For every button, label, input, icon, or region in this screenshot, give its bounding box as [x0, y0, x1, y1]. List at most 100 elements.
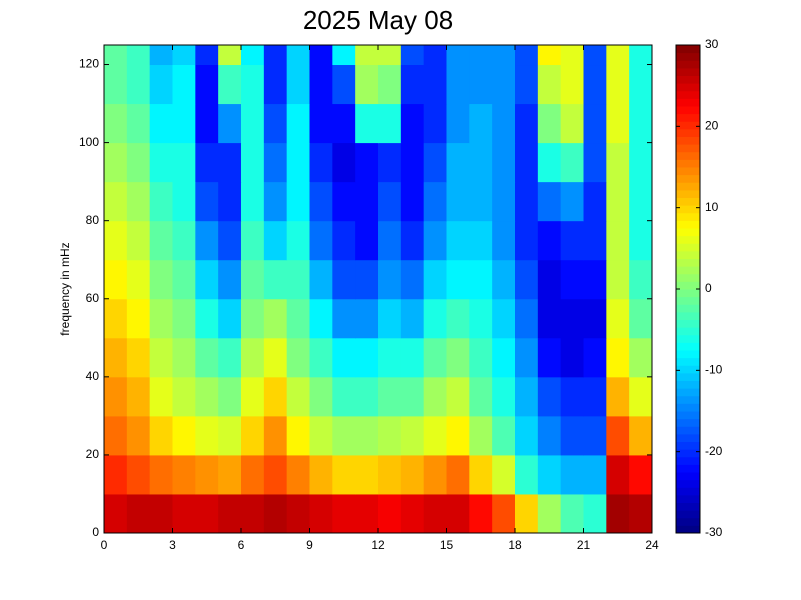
- heatmap-cell: [286, 337, 310, 378]
- heatmap-cell: [309, 259, 333, 300]
- heatmap-cell: [378, 298, 402, 339]
- heatmap-cell: [515, 415, 539, 456]
- heatmap-cell: [309, 220, 333, 261]
- heatmap-cell: [104, 181, 128, 222]
- heatmap-cell: [537, 103, 562, 144]
- colorbar-step: [676, 449, 700, 458]
- heatmap-cell: [149, 493, 173, 534]
- heatmap-cell: [378, 181, 402, 222]
- heatmap-cell: [560, 298, 584, 339]
- heatmap-cell: [492, 259, 516, 300]
- heatmap-cell: [309, 45, 333, 66]
- heatmap-cell: [263, 337, 288, 378]
- colorbar-step: [676, 151, 700, 160]
- heatmap-cell: [286, 493, 310, 534]
- heatmap-cell: [126, 415, 151, 456]
- heatmap-cell: [104, 45, 128, 66]
- colorbar-step: [676, 289, 700, 298]
- y-tick-label: 60: [86, 291, 100, 305]
- colorbar-step: [676, 144, 700, 153]
- y-tick-label: 120: [79, 57, 99, 71]
- heatmap-cell: [218, 415, 242, 456]
- heatmap-cell: [286, 64, 310, 105]
- heatmap-cell: [172, 493, 196, 534]
- heatmap-cell: [606, 415, 630, 456]
- heatmap-cell: [446, 64, 470, 105]
- heatmap-cell: [241, 337, 265, 378]
- colorbar-step: [676, 266, 700, 275]
- heatmap-cell: [537, 259, 562, 300]
- heatmap-cell: [423, 298, 447, 339]
- heatmap-cell: [606, 259, 630, 300]
- heatmap-cell: [378, 337, 402, 378]
- heatmap-cell: [560, 64, 584, 105]
- heatmap-cell: [423, 103, 447, 144]
- heatmap-cell: [332, 103, 356, 144]
- heatmap-cell: [560, 220, 584, 261]
- colorbar-step: [676, 212, 700, 221]
- heatmap-cell: [537, 64, 562, 105]
- heatmap-cell: [423, 142, 447, 183]
- heatmap-cell: [537, 376, 562, 417]
- heatmap-cell: [492, 64, 516, 105]
- colorbar-step: [676, 159, 700, 168]
- heatmap-cell: [378, 142, 402, 183]
- colorbar-step: [676, 83, 700, 92]
- colorbar-step: [676, 487, 700, 496]
- heatmap-cell: [355, 181, 379, 222]
- heatmap-cell: [492, 220, 516, 261]
- heatmap-cell: [218, 64, 242, 105]
- heatmap-cell: [446, 103, 470, 144]
- heatmap-cell: [195, 64, 219, 105]
- heatmap-cell: [104, 298, 128, 339]
- heatmap-cell: [400, 45, 425, 66]
- heatmap-cell: [378, 415, 402, 456]
- colorbar-step: [676, 67, 700, 76]
- heatmap-cell: [218, 376, 242, 417]
- colorbar-tick-label: -10: [705, 363, 723, 377]
- colorbar-tick-label: -30: [705, 525, 723, 539]
- heatmap-cell: [400, 103, 425, 144]
- heatmap-cell: [263, 45, 288, 66]
- heatmap-cell: [515, 142, 539, 183]
- colorbar-step: [676, 273, 700, 282]
- heatmap-cell: [263, 181, 288, 222]
- heatmap-cell: [537, 45, 562, 66]
- heatmap-cell: [332, 298, 356, 339]
- heatmap-cell: [241, 415, 265, 456]
- heatmap-cell: [378, 103, 402, 144]
- heatmap-cell: [172, 415, 196, 456]
- heatmap-cell: [492, 298, 516, 339]
- heatmap-cell: [606, 454, 630, 495]
- heatmap-cell: [126, 103, 151, 144]
- heatmap-cell: [309, 64, 333, 105]
- heatmap-cell: [400, 298, 425, 339]
- heatmap-cell: [263, 454, 288, 495]
- heatmap-cell: [400, 337, 425, 378]
- heatmap-cell: [583, 220, 607, 261]
- heatmap-cell: [423, 454, 447, 495]
- heatmap-cell: [332, 64, 356, 105]
- heatmap-cell: [241, 45, 265, 66]
- heatmap-cell: [104, 454, 128, 495]
- heatmap-cell: [446, 454, 470, 495]
- heatmap-cell: [583, 259, 607, 300]
- x-tick-label: 6: [238, 538, 245, 552]
- heatmap-cell: [104, 376, 128, 417]
- heatmap-cell: [469, 376, 493, 417]
- heatmap-cell: [149, 103, 173, 144]
- heatmap-cell: [606, 103, 630, 144]
- heatmap-cell: [332, 376, 356, 417]
- heatmap-cell: [537, 181, 562, 222]
- heatmap-cell: [537, 220, 562, 261]
- colorbar-step: [676, 98, 700, 107]
- heatmap-cell: [492, 337, 516, 378]
- heatmap-cell: [515, 298, 539, 339]
- heatmap-cell: [241, 376, 265, 417]
- heatmap-cell: [515, 337, 539, 378]
- heatmap-cell: [423, 45, 447, 66]
- heatmap-cell: [263, 259, 288, 300]
- heatmap-cell: [378, 454, 402, 495]
- heatmap-cell: [104, 142, 128, 183]
